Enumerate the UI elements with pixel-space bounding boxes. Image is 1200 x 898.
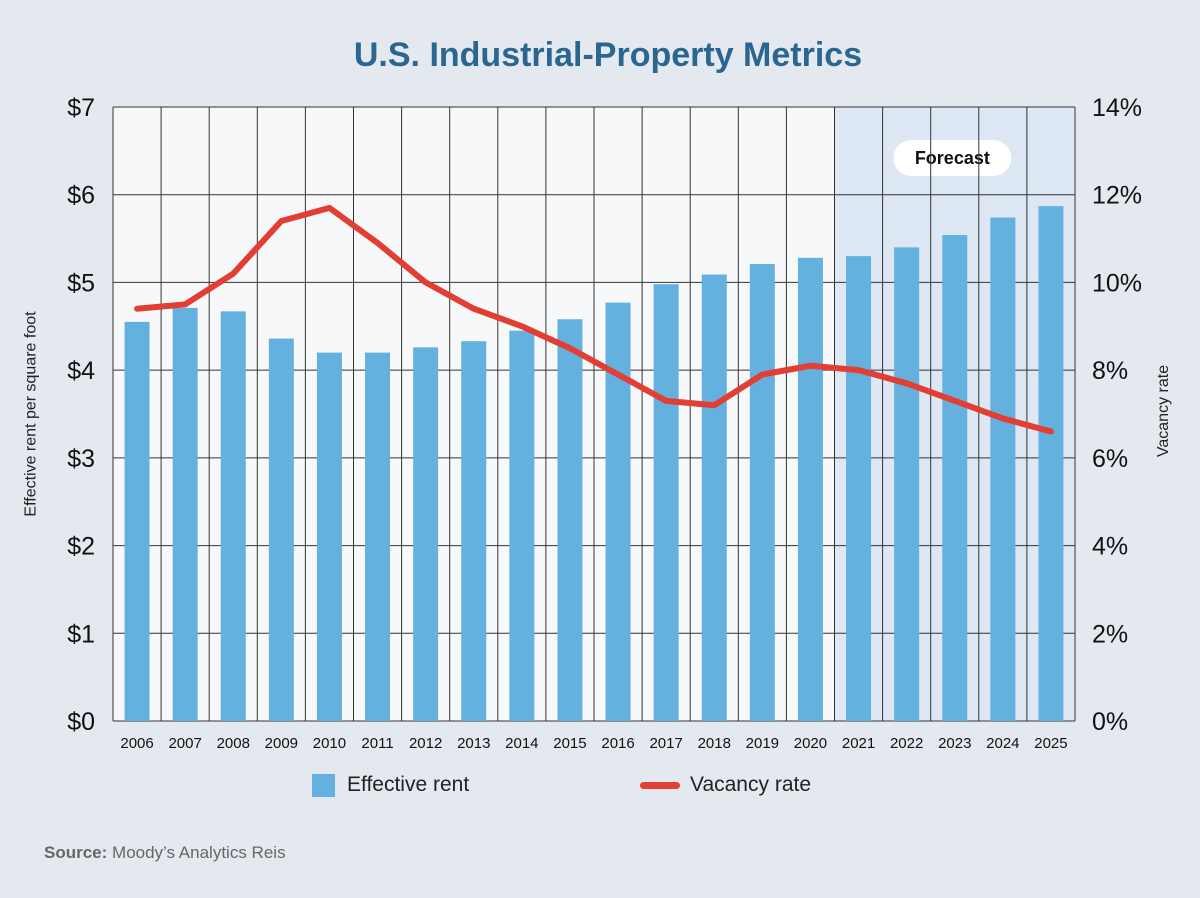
bar-2023	[942, 235, 968, 721]
bar-2020	[797, 257, 823, 721]
x-tick-label: 2018	[698, 735, 731, 752]
y-tick-label-right: 4%	[1092, 533, 1128, 561]
y-tick-label-left: $7	[67, 94, 95, 122]
vacancy-rate-line	[134, 204, 1054, 435]
legend-item-vacancy-rate: Vacancy rate	[640, 770, 811, 800]
legend-swatch-bar	[312, 773, 335, 797]
x-tick-label: 2019	[746, 735, 779, 752]
y-tick-label-right: 10%	[1092, 269, 1142, 297]
bar-2018	[701, 274, 727, 721]
y-axis-label-left: Effective rent per square foot	[22, 311, 40, 517]
y-tick-label-right: 6%	[1092, 445, 1128, 473]
bar-2021	[846, 256, 872, 721]
x-tick-label: 2012	[409, 735, 442, 752]
x-tick-label: 2021	[842, 735, 875, 752]
bar-2015	[557, 319, 583, 721]
y-axis-label-right: Vacancy rate	[1155, 364, 1173, 458]
y-tick-label-left: $1	[67, 620, 95, 648]
source-label: Source:	[44, 843, 108, 862]
y-tick-label-left: $2	[67, 533, 95, 561]
y-tick-label-left: $4	[67, 357, 95, 385]
x-tick-label: 2025	[1034, 735, 1067, 752]
source-text: Moody’s Analytics Reis	[112, 843, 286, 862]
y-tick-label-left: $3	[67, 445, 95, 473]
bar-2019	[749, 264, 775, 721]
y-tick-label-right: 12%	[1092, 182, 1142, 210]
x-tick-label: 2020	[794, 735, 827, 752]
bar-2016	[605, 302, 631, 721]
bar-2025	[1038, 206, 1064, 722]
bar-2017	[653, 284, 679, 721]
legend-item-effective-rent: Effective rent	[312, 770, 469, 800]
legend-label: Effective rent	[347, 773, 470, 796]
grid	[112, 106, 1076, 722]
x-tick-label: 2013	[457, 735, 490, 752]
forecast-badge	[893, 140, 1012, 176]
bar-2009	[268, 338, 294, 721]
chart-title: U.S. Industrial-Property Metrics	[353, 36, 863, 74]
effective-rent-bars	[124, 206, 1064, 722]
axes: $0 $1 $2 $3 $4 $5 $6 $7 0% 2% 4% 6% 8% 10% 12% 14% 2006 2…	[67, 94, 1142, 752]
y-tick-label-right: 8%	[1092, 357, 1128, 385]
x-tick-label: 2007	[168, 735, 201, 752]
x-tick-label: 2014	[505, 735, 538, 752]
x-tick-label: 2022	[890, 735, 923, 752]
y-tick-label-right: 2%	[1092, 620, 1128, 648]
bar-2013	[461, 341, 487, 721]
legend-swatch-line	[640, 781, 680, 789]
y-tick-label-right: 14%	[1092, 94, 1142, 122]
x-tick-label: 2010	[313, 735, 346, 752]
bar-2007	[172, 307, 198, 721]
bar-2011	[365, 352, 391, 721]
bar-2014	[509, 330, 535, 721]
forecast-label: Forecast	[915, 148, 990, 168]
x-tick-label: 2017	[649, 735, 682, 752]
x-tick-label: 2015	[553, 735, 586, 752]
x-tick-label: 2008	[217, 735, 250, 752]
y-tick-label-right: 0%	[1092, 708, 1128, 736]
x-tick-label: 2011	[361, 735, 393, 752]
source-note: Source: Moody’s Analytics Reis	[44, 843, 286, 863]
bar-2024	[990, 217, 1016, 721]
bar-2012	[413, 347, 439, 721]
x-tick-label: 2006	[120, 735, 153, 752]
x-tick-label: 2009	[265, 735, 298, 752]
vacancy-rate-series-line	[134, 204, 1054, 435]
bar-2008	[220, 311, 246, 721]
y-tick-label-left: $5	[67, 269, 95, 297]
legend-label: Vacancy rate	[690, 773, 812, 796]
bar-2010	[316, 352, 342, 721]
x-tick-label: 2024	[986, 735, 1019, 752]
bar-2022	[894, 247, 920, 722]
bar-2006	[124, 321, 150, 721]
y-tick-label-left: $0	[67, 708, 95, 736]
y-tick-label-left: $6	[67, 182, 95, 210]
x-tick-label: 2016	[601, 735, 634, 752]
x-tick-label: 2023	[938, 735, 971, 752]
